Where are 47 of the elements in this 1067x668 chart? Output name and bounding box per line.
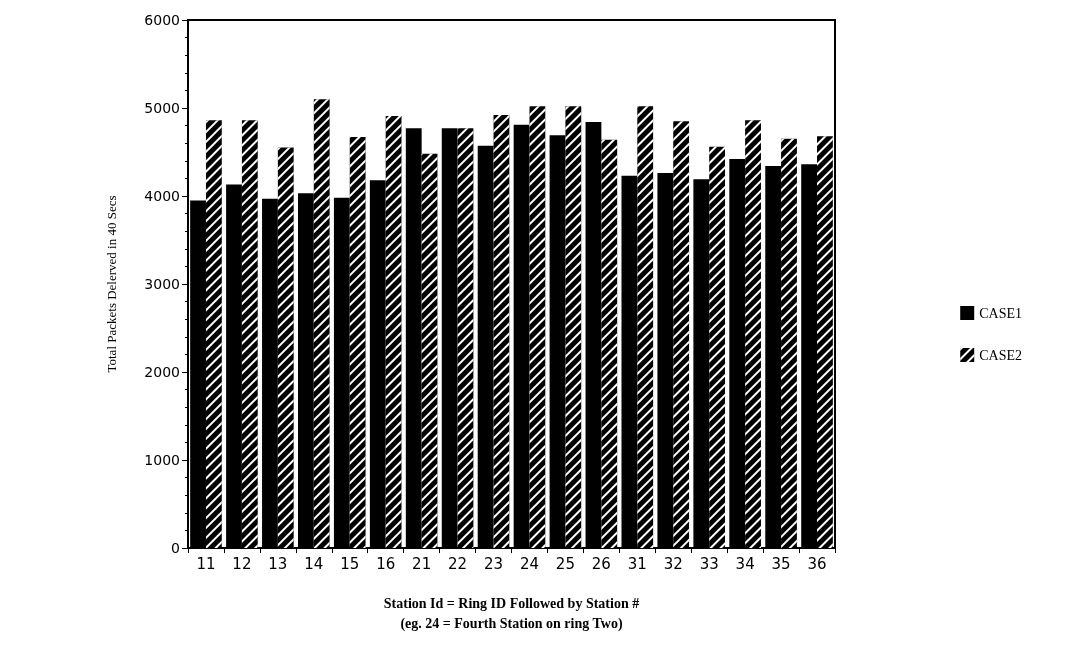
bar — [405, 128, 422, 548]
bar — [765, 166, 782, 548]
x-tick-label: 26 — [591, 554, 611, 573]
y-tick-label: 6000 — [144, 12, 180, 28]
bar — [513, 124, 530, 548]
bar — [190, 200, 206, 548]
y-axis-title: Total Packets Delerved in 40 Secs — [104, 195, 119, 373]
x-tick-label: 35 — [771, 554, 791, 573]
bar — [621, 175, 638, 548]
bar — [441, 128, 458, 548]
x-tick-label: 32 — [663, 554, 683, 573]
bar — [801, 164, 818, 548]
y-tick-label: 2000 — [144, 364, 180, 380]
x-tick-label: 21 — [412, 554, 432, 573]
y-tick-label: 4000 — [144, 188, 180, 204]
bar — [549, 135, 566, 548]
x-tick-label: 34 — [735, 554, 755, 573]
y-tick-label: 0 — [171, 540, 180, 556]
x-tick-label: 23 — [483, 554, 504, 573]
x-tick-label: 13 — [268, 554, 288, 573]
bar — [226, 184, 242, 548]
legend-label: CASE1 — [979, 305, 1023, 321]
x-tick-label: 22 — [448, 554, 468, 573]
bar — [585, 122, 602, 548]
x-tick-label: 12 — [232, 554, 252, 573]
bar — [297, 193, 314, 548]
x-tick-label: 25 — [555, 554, 575, 573]
bar — [693, 179, 710, 548]
x-tick-label: 16 — [376, 554, 396, 573]
x-tick-label: 14 — [304, 554, 324, 573]
x-tick-label: 33 — [699, 554, 719, 573]
y-tick-label: 5000 — [144, 100, 180, 116]
bar — [657, 173, 674, 548]
bar — [262, 198, 278, 548]
x-tick-label: 36 — [807, 554, 827, 573]
x-tick-label: 15 — [340, 554, 360, 573]
bar — [729, 159, 746, 548]
bar — [477, 145, 494, 548]
legend-label: CASE2 — [979, 347, 1023, 363]
y-tick-label: 3000 — [144, 276, 180, 292]
bar — [333, 197, 350, 548]
x-tick-label: 11 — [196, 554, 216, 573]
x-axis-title: Station Id = Ring ID Followed by Station # (eg. 24 = Fourth Station on ring Two) — [383, 595, 640, 632]
x-tick-label: 24 — [519, 554, 540, 573]
bar — [369, 180, 386, 548]
y-tick-label: 1000 — [144, 452, 180, 468]
x-tick-label: 31 — [627, 554, 647, 573]
